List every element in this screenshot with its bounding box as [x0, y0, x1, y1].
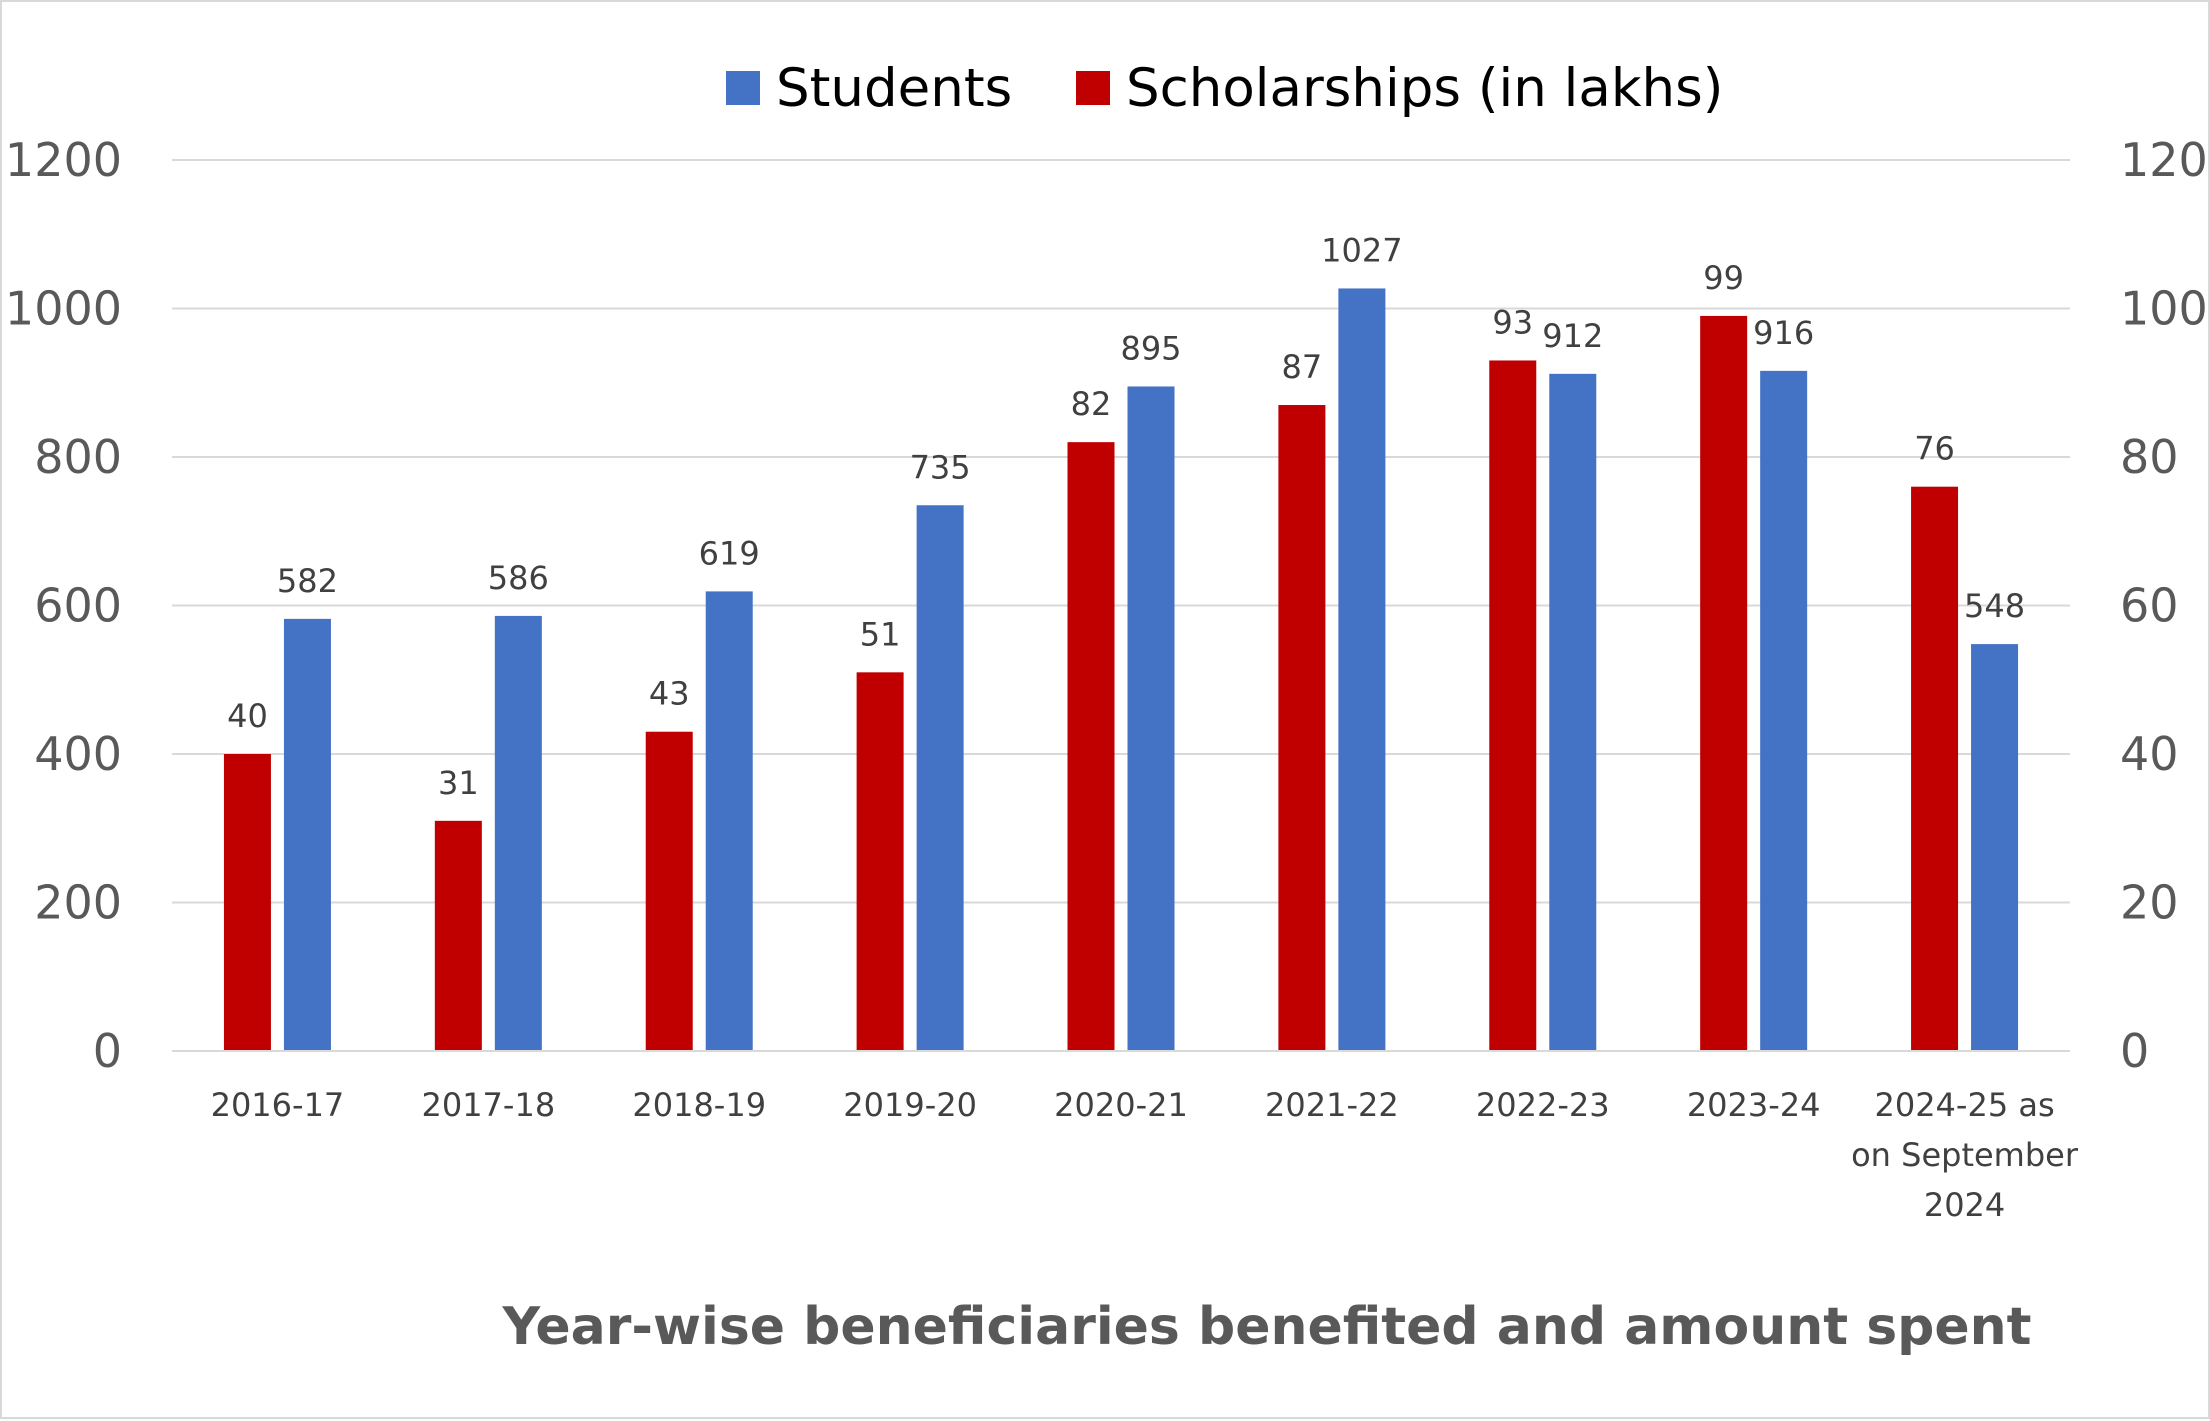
- bars: [223, 288, 2019, 1052]
- right-axis-tick-label: 20: [2120, 876, 2179, 930]
- students-bar: [494, 615, 542, 1051]
- right-axis-tick-label: 0: [2120, 1024, 2149, 1078]
- scholarships-bar: [1700, 315, 1748, 1051]
- scholarships-data-label: 40: [227, 697, 268, 735]
- right-axis-tick-label: 80: [2120, 430, 2179, 484]
- scholarships-bar: [223, 754, 271, 1051]
- category-tick-label: 2020-21: [1054, 1086, 1188, 1124]
- students-data-label: 916: [1753, 314, 1814, 352]
- legend-label-scholarships: Scholarships (in lakhs): [1126, 58, 1723, 119]
- scholarships-bar: [1067, 442, 1115, 1051]
- scholarships-bar: [434, 820, 482, 1051]
- students-bar: [283, 618, 331, 1051]
- scholarships-data-label: 51: [860, 615, 901, 653]
- legend: Students Scholarships (in lakhs): [726, 58, 1723, 119]
- right-axis-tick-label: 120: [2120, 133, 2208, 187]
- right-axis-tick-label: 40: [2120, 727, 2179, 781]
- scholarships-data-label: 76: [1914, 430, 1955, 468]
- students-bar: [1549, 373, 1597, 1052]
- right-axis: 0 20 40 60 80 100 120: [2120, 133, 2208, 1078]
- left-axis: 0 200 400 600 800 1000 1200: [5, 133, 122, 1078]
- category-tick-label: 2021-22: [1265, 1086, 1399, 1124]
- scholarships-data-label: 87: [1282, 348, 1323, 386]
- left-axis-tick-label: 200: [34, 876, 122, 930]
- students-data-label: 1027: [1321, 231, 1402, 269]
- right-axis-tick-label: 60: [2120, 579, 2179, 633]
- category-tick-label: 2016-17: [211, 1086, 345, 1124]
- left-axis-tick-label: 800: [34, 430, 122, 484]
- category-tick-label: 2023-24: [1687, 1086, 1821, 1124]
- scholarships-bar: [856, 672, 904, 1051]
- category-tick-label: 2018-19: [632, 1086, 766, 1124]
- students-bar: [1760, 370, 1808, 1051]
- left-axis-tick-label: 400: [34, 727, 122, 781]
- left-axis-tick-label: 0: [93, 1024, 122, 1078]
- scholarships-data-label: 93: [1492, 303, 1533, 341]
- chart-title: Year-wise beneficiaries benefited and am…: [501, 1297, 2031, 1357]
- students-bar: [1338, 288, 1386, 1051]
- legend-swatch-students: [726, 71, 760, 105]
- right-axis-tick-label: 100: [2120, 282, 2208, 336]
- category-tick-label: 2019-20: [843, 1086, 977, 1124]
- students-bar: [916, 505, 964, 1051]
- students-bar: [1971, 644, 2019, 1051]
- left-axis-tick-label: 600: [34, 579, 122, 633]
- students-bar: [705, 591, 753, 1051]
- students-data-label: 895: [1120, 329, 1181, 367]
- scholarships-bar: [1911, 486, 1959, 1051]
- legend-swatch-scholarships: [1076, 71, 1110, 105]
- scholarships-bar: [645, 731, 693, 1051]
- scholarships-data-label: 43: [649, 675, 690, 713]
- students-bar: [1127, 386, 1175, 1051]
- scholarships-data-label: 82: [1071, 385, 1112, 423]
- left-axis-tick-label: 1200: [5, 133, 122, 187]
- students-data-label: 735: [910, 448, 971, 486]
- x-axis: 2016-17 2017-18 2018-19 2019-20 2020-21 2021-…: [172, 1050, 2079, 1224]
- students-data-label: 912: [1542, 317, 1603, 355]
- students-data-label: 586: [488, 559, 549, 597]
- category-tick-label: 2022-23: [1476, 1086, 1610, 1124]
- students-data-label: 619: [699, 534, 760, 572]
- category-tick-label: 2024-25 as on September 2024: [1851, 1086, 2079, 1224]
- legend-label-students: Students: [776, 58, 1012, 119]
- scholarships-data-label: 99: [1703, 259, 1744, 297]
- scholarships-bar: [1278, 405, 1326, 1051]
- scholarships-data-label: 31: [438, 764, 479, 802]
- scholarships-bar: [1489, 360, 1537, 1052]
- students-data-label: 548: [1964, 587, 2025, 625]
- students-data-label: 582: [277, 562, 338, 600]
- category-tick-label: 2017-18: [421, 1086, 555, 1124]
- left-axis-tick-label: 1000: [5, 282, 122, 336]
- gridlines: [172, 159, 2070, 1052]
